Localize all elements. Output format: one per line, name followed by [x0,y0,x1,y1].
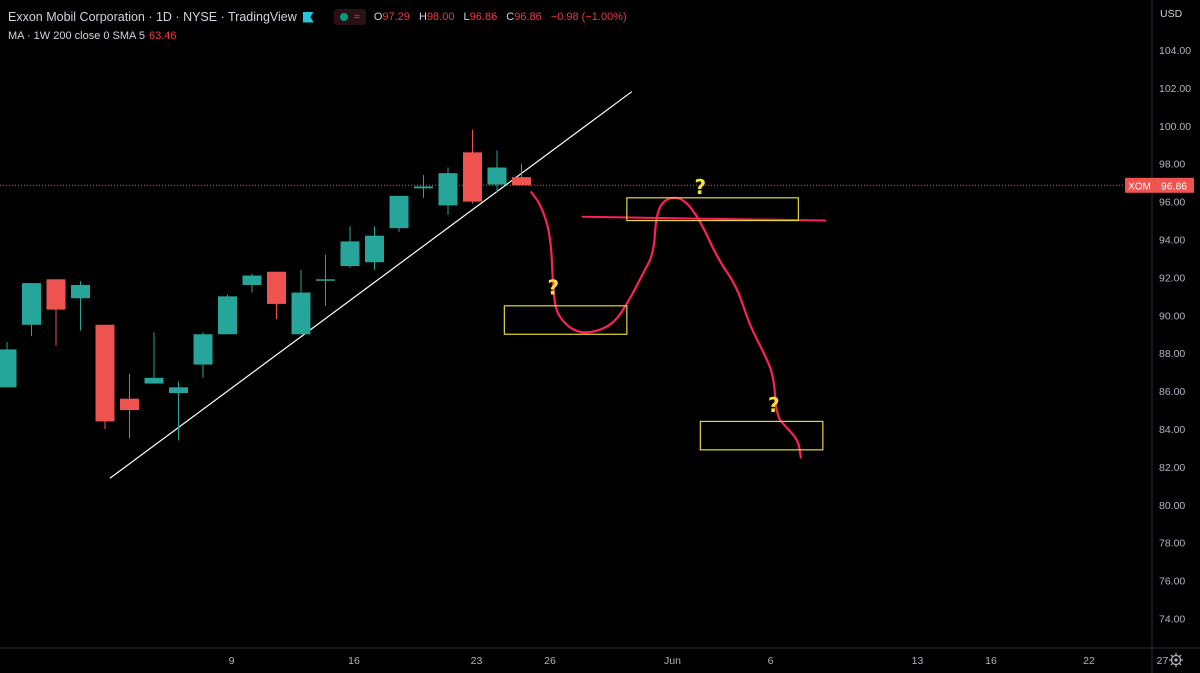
target-zone-box[interactable] [503,305,628,335]
candle-body [22,283,41,325]
price-tick-label: 80.00 [1159,500,1185,512]
price-axis-panel[interactable] [1152,0,1200,648]
candle[interactable] [120,374,139,439]
last-price-badge[interactable] [1154,177,1194,193]
time-tick-label: 23 [471,655,483,667]
time-tick-label: 16 [348,655,360,667]
candle[interactable] [316,254,335,306]
price-tick-label: 86.00 [1159,386,1185,398]
price-tick-label: 102.00 [1159,83,1191,95]
candle[interactable] [365,226,384,270]
candle[interactable] [46,279,66,346]
candle[interactable] [169,381,188,441]
candle-body [340,241,360,267]
time-tick-label: 16 [985,655,997,667]
candle[interactable] [144,332,164,384]
price-tick-label: 90.00 [1159,310,1185,322]
candle-body [120,398,139,411]
ohlc-values: O97.29 H98.00 L96.86 C96.86 −0.98 (−1.00… [373,11,627,23]
last-price-badge-text: 96.86 [1161,180,1187,192]
candle[interactable] [267,271,286,320]
candle-body [0,349,17,388]
candle-body [169,387,188,393]
candle[interactable] [389,195,409,232]
market-status-pill[interactable]: ≈ [333,9,366,25]
candle[interactable] [414,175,433,198]
candle[interactable] [487,150,507,193]
candle-body [242,275,262,285]
time-tick-label: 6 [768,655,774,667]
time-tick-label: 26 [544,655,556,667]
question-mark-icon: ? [548,275,560,299]
time-tick-label: Jun [664,655,681,667]
time-tick-label: 27 [1157,655,1169,667]
price-tick-label: 98.00 [1159,159,1185,171]
candle[interactable] [218,294,237,335]
time-tick-label: 22 [1083,655,1095,667]
candle-body [438,173,458,206]
price-tick-label: 82.00 [1159,462,1185,474]
candle-body [95,324,115,422]
price-tick-label: 88.00 [1159,348,1185,360]
candle-body [218,296,237,335]
question-mark-icon: ? [695,175,707,199]
price-tick-label: 96.00 [1159,197,1185,209]
indicator-legend[interactable]: MA · 1W 200 close 0 SMA 5 63.46 [8,30,176,42]
candle[interactable] [242,273,262,293]
candle-body [389,195,409,229]
indicator-label: MA · 1W 200 close 0 SMA 5 [8,30,145,42]
question-mark-icon: ? [768,393,780,417]
target-zone-box[interactable] [626,197,799,222]
candle-body [71,284,90,299]
time-tick-label: 13 [912,655,924,667]
price-change: −0.98 (−1.00%) [550,11,627,23]
candle-body [193,334,213,365]
candle-body [46,279,66,310]
resistance-line-drawing[interactable] [581,215,827,222]
candle[interactable] [95,324,115,429]
candle-body [365,235,384,263]
candle-body [414,186,433,189]
wave-icon: ≈ [353,10,360,23]
symbol-badge-text: XOM [1128,181,1151,192]
currency-label[interactable]: USD [1160,8,1183,20]
candle[interactable] [193,332,213,378]
candle[interactable] [291,269,311,335]
candle[interactable] [512,163,531,186]
price-tick-label: 76.00 [1159,576,1185,588]
candle-body [316,279,335,281]
candle-body [463,152,482,202]
indicator-value: 63.46 [148,30,177,42]
candle[interactable] [438,167,458,215]
candle[interactable] [22,283,41,337]
time-tick-label: 9 [229,655,235,667]
price-tick-label: 94.00 [1159,235,1185,247]
projection-path-drawing[interactable] [530,191,802,459]
settings-gear-icon[interactable] [1169,653,1183,667]
candle-body [291,292,311,335]
candle-body [487,167,507,185]
chart-title[interactable]: Exxon Mobil Corporation · 1D · NYSE · Tr… [8,10,297,24]
market-open-dot-icon [339,13,348,21]
candle-body [512,177,531,186]
price-tick-label: 74.00 [1159,614,1185,626]
candle-body [144,377,164,384]
price-tick-label: 92.00 [1159,272,1185,284]
candle[interactable] [0,341,17,388]
target-zone-box[interactable] [699,420,824,451]
flag-icon[interactable] [302,11,314,23]
candle[interactable] [340,226,360,268]
chart-header: Exxon Mobil Corporation · 1D · NYSE · Tr… [8,9,633,25]
price-tick-label: 78.00 [1159,538,1185,550]
candle[interactable] [71,281,90,331]
price-tick-label: 104.00 [1159,45,1191,57]
symbol-badge[interactable] [1125,177,1154,193]
trendline[interactable] [109,91,633,479]
candle-body [267,271,286,304]
price-tick-label: 100.00 [1159,121,1191,133]
price-tick-label: 84.00 [1159,424,1185,436]
candle[interactable] [463,129,482,204]
